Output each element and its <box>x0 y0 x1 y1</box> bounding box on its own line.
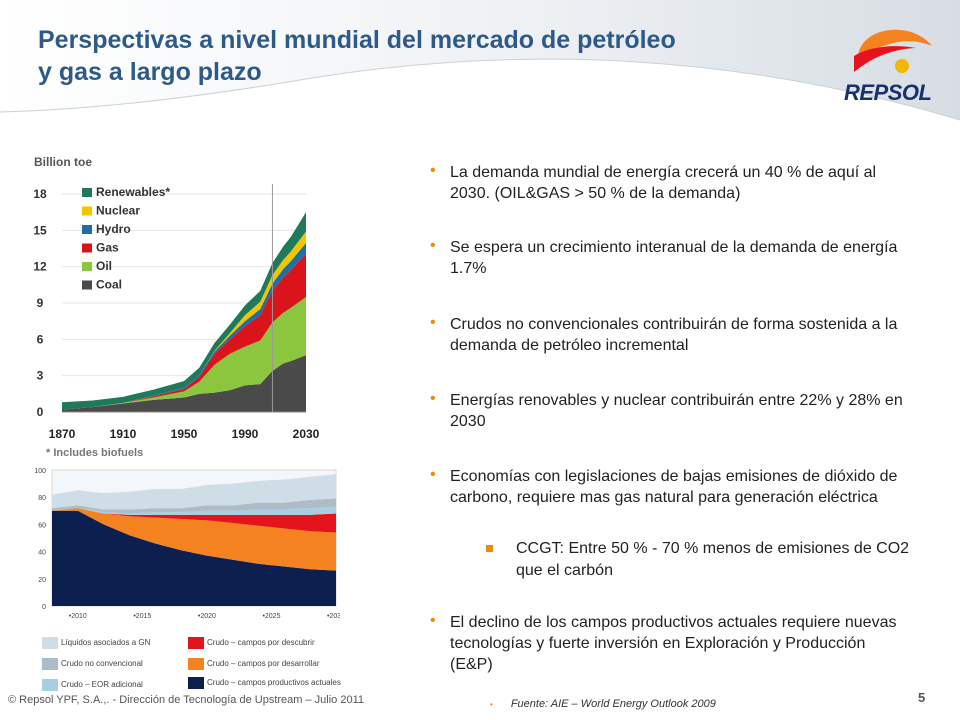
legend-label: Líquidos asociados a GN <box>61 638 151 647</box>
bullet-item: • Economías con legislaciones de bajas e… <box>430 466 910 508</box>
chart-footnote: * Includes biofuels <box>46 447 143 459</box>
page-number: 5 <box>918 690 926 705</box>
square-bullet-icon <box>486 545 493 552</box>
x-tick-label: •2025 <box>262 613 280 620</box>
world-energy-demand-chart: Billion toe 0 3 6 9 12 15 18 1870 1910 1950 1990 203… <box>33 155 320 459</box>
y-axis-title: Billion toe <box>34 155 92 169</box>
legend-swatch <box>188 658 204 670</box>
y-tick-label: 18 <box>33 187 47 201</box>
sub-bullet-text: CCGT: Entre 50 % - 70 % menos de emision… <box>516 540 910 579</box>
legend-item: Líquidos asociados a GN <box>42 636 187 650</box>
repsol-logo: REPSOL <box>840 22 940 105</box>
x-tick-label: 1870 <box>49 427 76 441</box>
y-tick-label: 3 <box>37 369 44 383</box>
legend-label: Crudo – campos por desarrollar <box>207 659 320 668</box>
bullet-text: El declino de los campos productivos act… <box>450 614 897 673</box>
source-bullet-icon: • <box>490 700 493 709</box>
y-tick-label: 15 <box>33 223 47 237</box>
legend-label: Gas <box>96 241 119 255</box>
footer-copyright: © Repsol YPF, S.A.,. - Dirección de Tecn… <box>8 694 365 706</box>
legend-label: Renewables* <box>96 185 170 199</box>
x-tick-label: •2020 <box>198 613 216 620</box>
bullet-text: Crudos no convencionales contribuirán de… <box>450 316 898 354</box>
header-band <box>0 0 960 121</box>
y-tick-label: 9 <box>37 296 44 310</box>
area-oil <box>62 296 306 410</box>
bullet-marker-icon: • <box>430 237 436 254</box>
bullet-item: • La demanda mundial de energía crecerá … <box>430 162 910 204</box>
supply-area <box>52 506 336 515</box>
legend-label: Crudo – EOR adicional <box>61 680 143 689</box>
supply-area <box>52 508 336 571</box>
bullet-item: • Crudos no convencionales contribuirán … <box>430 314 910 356</box>
x-tick-label: 1910 <box>110 427 137 441</box>
slide-title: Perspectivas a nivel mundial del mercado… <box>38 26 676 86</box>
repsol-wordmark: REPSOL <box>844 80 932 105</box>
bullet-item: • Se espera un crecimiento interanual de… <box>430 237 910 279</box>
legend-swatch <box>82 188 92 197</box>
legend-swatch <box>82 280 92 290</box>
legend-item: Crudo – EOR adicional <box>42 678 187 692</box>
legend-swatch <box>42 637 58 649</box>
legend-swatch <box>42 658 58 670</box>
bullet-text: Economías con legislaciones de bajas emi… <box>450 468 898 506</box>
area-coal <box>62 355 306 412</box>
y-tick-label: 6 <box>37 332 44 346</box>
supply-area <box>52 508 336 533</box>
x-tick-label: •2015 <box>133 613 151 620</box>
legend-item: Crudo – campos productivos actuales <box>188 676 342 690</box>
bullet-marker-icon: • <box>430 466 436 483</box>
supply-area <box>52 510 336 606</box>
x-tick-label: 2030 <box>293 427 320 441</box>
bullet-text: Energías renovables y nuclear contribuir… <box>450 392 903 430</box>
legend-swatch <box>42 679 58 691</box>
oil-supply-legend: Líquidos asociados a GN Crudo – campos p… <box>42 636 342 696</box>
x-tick-label: 1990 <box>232 427 259 441</box>
legend-swatch <box>82 243 92 253</box>
supply-area <box>52 498 336 514</box>
legend-label: Crudo no convencional <box>61 659 143 668</box>
bullet-marker-icon: • <box>430 162 436 179</box>
y-tick-label: 80 <box>38 495 46 502</box>
legend-item: Crudo – campos por desarrollar <box>188 657 342 671</box>
legend-item: Crudo – campos por descubrir <box>188 636 342 650</box>
y-tick-label: 40 <box>38 550 46 557</box>
bullet-text: La demanda mundial de energía crecerá un… <box>450 164 877 202</box>
y-tick-label: 100 <box>34 468 46 475</box>
legend-swatch <box>188 677 204 689</box>
legend-swatch <box>82 262 92 271</box>
legend-swatch <box>82 225 92 234</box>
bullet-item: • Energías renovables y nuclear contribu… <box>430 390 910 432</box>
y-tick-label: 60 <box>38 522 46 529</box>
area-gas <box>62 253 306 410</box>
legend-label: Coal <box>96 278 122 292</box>
bullet-marker-icon: • <box>430 612 436 629</box>
y-tick-label: 0 <box>37 405 44 419</box>
legend-label: Oil <box>96 259 112 273</box>
x-tick-label: •2010 <box>69 613 87 620</box>
bullet-marker-icon: • <box>430 390 436 407</box>
source-note: • Fuente: AIE – World Energy Outlook 2009 <box>490 698 716 710</box>
source-text: Fuente: AIE – World Energy Outlook 2009 <box>510 698 716 710</box>
oil-supply-chart: 0 20 40 60 80 100 •2010 •2015 •2020 •2025 •2030 <box>34 468 340 620</box>
bullet-text: Se espera un crecimiento interanual de l… <box>450 239 898 277</box>
legend-swatch <box>188 637 204 649</box>
y-tick-label: 20 <box>38 577 46 584</box>
legend-label: Hydro <box>96 222 131 236</box>
legend-label: Crudo – campos por descubrir <box>207 638 315 647</box>
legend-label: Nuclear <box>96 204 140 218</box>
legend-item: Crudo no convencional <box>42 657 187 671</box>
y-tick-label: 0 <box>42 604 46 611</box>
supply-area <box>52 474 336 510</box>
legend-label: Crudo – campos productivos actuales <box>207 678 341 687</box>
x-tick-label: •2030 <box>327 613 340 620</box>
legend-swatch <box>82 206 92 216</box>
bullet-marker-icon: • <box>430 314 436 331</box>
x-tick-label: 1950 <box>171 427 198 441</box>
y-tick-label: 12 <box>33 260 47 274</box>
repsol-logo-mark <box>854 29 932 73</box>
sub-bullet-item: CCGT: Entre 50 % - 70 % menos de emision… <box>486 538 916 582</box>
bullet-item: • El declino de los campos productivos a… <box>430 612 910 675</box>
